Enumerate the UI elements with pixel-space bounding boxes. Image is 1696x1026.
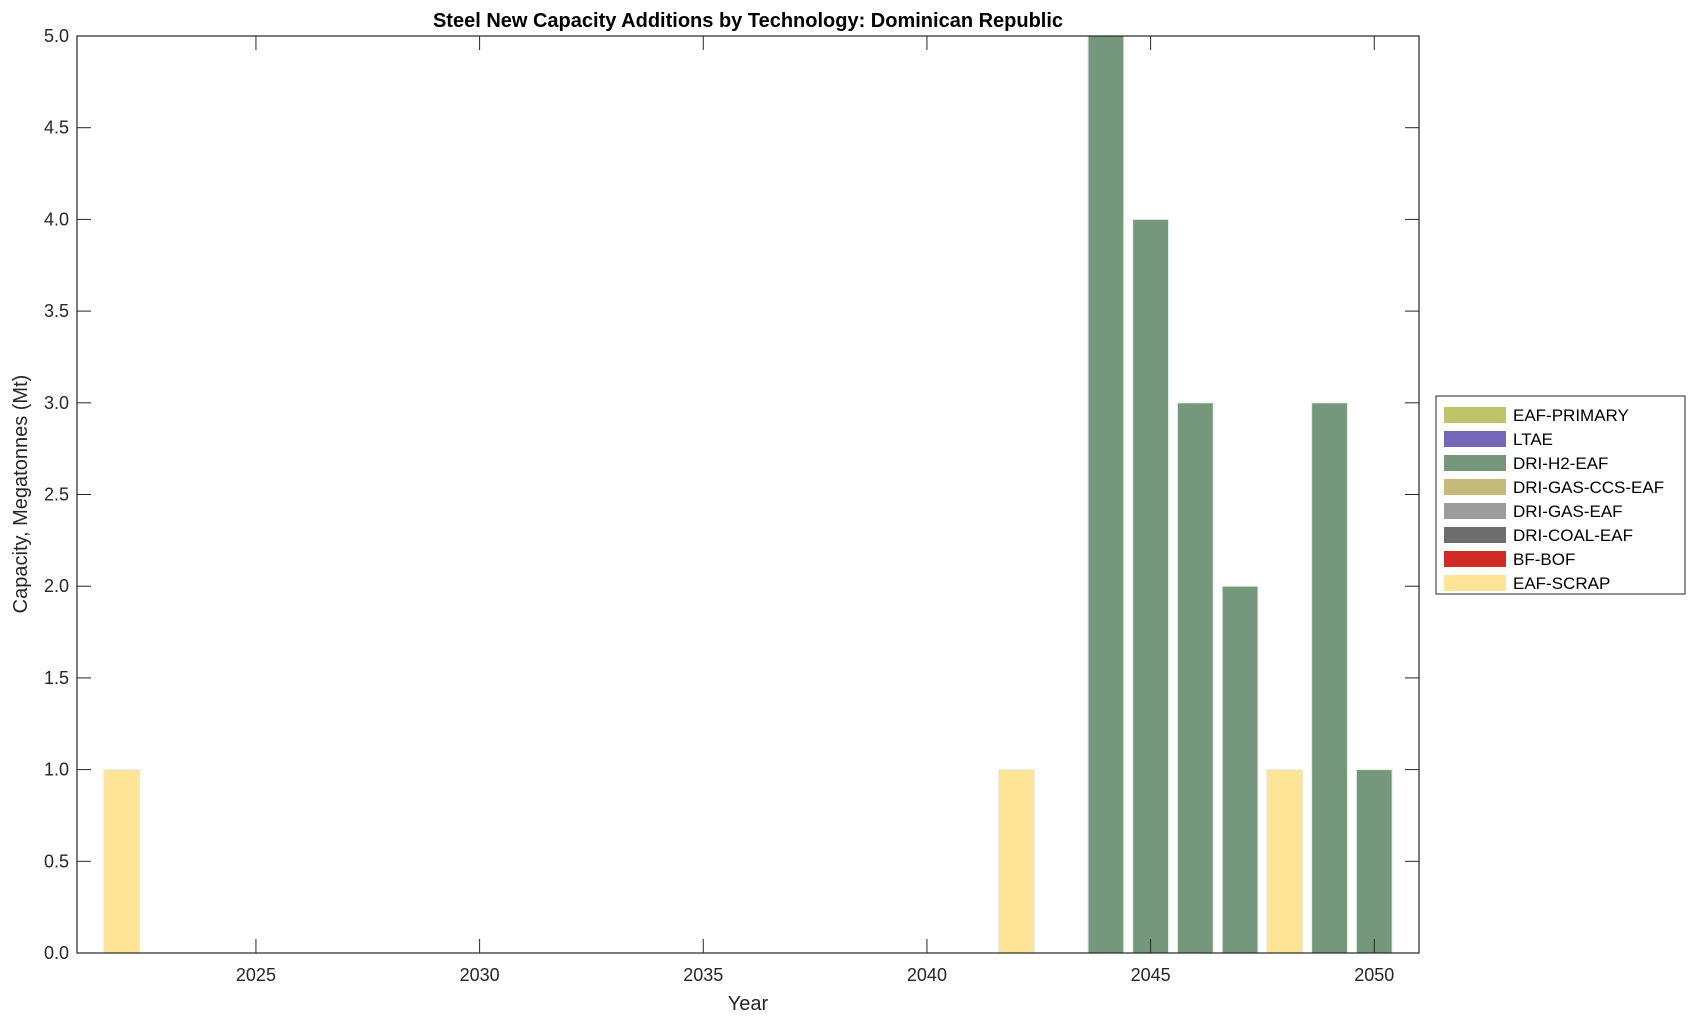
bar-dri-h2-eaf-2046 [1176, 402, 1214, 954]
bar-dri-h2-eaf-2050 [1355, 769, 1393, 954]
legend-swatch-eaf-scrap [1444, 575, 1506, 591]
bar-eaf-scrap-2042 [998, 769, 1035, 954]
legend-label: LTAE [1513, 430, 1553, 449]
y-tick-label: 4.0 [44, 209, 69, 229]
chart-title: Steel New Capacity Additions by Technolo… [433, 10, 1063, 32]
legend: EAF-PRIMARY LTAE DRI-H2-EAF DRI-GAS-CCS-EAF… [1435, 395, 1686, 595]
legend-swatch-dri-coal-eaf [1444, 527, 1506, 543]
x-tick-label: 2040 [907, 965, 947, 985]
y-tick-label: 4.5 [44, 118, 69, 138]
bar-eaf-scrap-2022 [103, 769, 141, 954]
bars [103, 35, 1393, 954]
y-tick-label: 2.5 [44, 485, 69, 505]
legend-swatch-dri-h2-eaf [1444, 455, 1506, 471]
y-tick-label: 3.0 [44, 393, 69, 413]
bar-dri-h2-eaf-2049 [1311, 402, 1348, 954]
y-tick-label: 5.0 [44, 26, 69, 46]
x-tick-label: 2030 [460, 965, 500, 985]
axes: 2025 2030 2035 2040 2045 2050 0.0 0.5 1.0 1.5 2.0 2… [44, 26, 1420, 985]
x-tick-label: 2035 [683, 965, 723, 985]
bar-eaf-scrap-2048 [1266, 769, 1304, 954]
y-tick-label: 1.0 [44, 760, 69, 780]
y-tick-label: 3.5 [44, 301, 69, 321]
bar-dri-h2-eaf-2045 [1132, 218, 1169, 954]
y-tick-label: 0.5 [44, 851, 69, 871]
x-axis-label: Year [728, 993, 769, 1015]
legend-swatch-bf-bof [1444, 551, 1506, 567]
y-tick-label: 1.5 [44, 668, 69, 688]
y-axis-label: Capacity, Megatonnes (Mt) [10, 375, 32, 614]
y-tick-label: 2.0 [44, 576, 69, 596]
x-tick-label: 2025 [236, 965, 276, 985]
legend-swatch-eaf-primary [1444, 407, 1506, 423]
legend-swatch-ltae [1444, 431, 1506, 447]
legend-label: DRI-GAS-EAF [1513, 502, 1623, 521]
legend-label: DRI-COAL-EAF [1513, 526, 1633, 545]
legend-swatch-dri-gas-eaf [1444, 503, 1506, 519]
legend-label: BF-BOF [1513, 550, 1575, 569]
bar-dri-h2-eaf-2047 [1221, 585, 1259, 954]
bar-dri-h2-eaf-2044 [1087, 35, 1125, 954]
y-tick-label: 0.0 [44, 943, 69, 963]
legend-label: EAF-PRIMARY [1513, 406, 1629, 425]
legend-label: DRI-GAS-CCS-EAF [1513, 478, 1664, 497]
x-tick-label: 2050 [1354, 965, 1394, 985]
x-tick-label: 2045 [1131, 965, 1171, 985]
legend-swatch-dri-gas-ccs-eaf [1444, 479, 1506, 495]
legend-label: DRI-H2-EAF [1513, 454, 1608, 473]
plot-frame [76, 35, 1420, 954]
legend-label: EAF-SCRAP [1513, 574, 1610, 593]
